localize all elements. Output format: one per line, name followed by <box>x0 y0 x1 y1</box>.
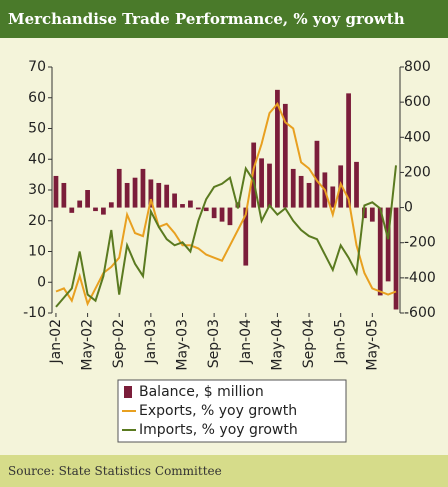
x-tick-label: Sep-04 <box>301 319 317 368</box>
y-tick-label: 50 <box>28 121 46 137</box>
x-tick-label: Jan-05 <box>333 319 349 364</box>
x-tick-label: Jan-02 <box>48 319 64 364</box>
legend-label: Imports, % yoy growth <box>139 422 298 438</box>
bar <box>148 179 154 208</box>
bar <box>85 190 90 208</box>
bar <box>393 207 399 310</box>
y-tick-label: 0 <box>37 274 46 290</box>
y-tick-label: 20 <box>28 213 46 229</box>
bar <box>306 182 312 208</box>
y2-tick-label: 400 <box>404 129 431 145</box>
legend-swatch <box>124 386 132 398</box>
y-tick-label: 60 <box>28 90 46 106</box>
bar <box>354 161 359 208</box>
bar <box>108 202 114 208</box>
legend-box <box>117 379 347 443</box>
chart-title: Merchandise Trade Performance, % yoy gro… <box>0 0 448 38</box>
y2-tick-label: 800 <box>404 59 431 75</box>
bar <box>93 207 98 212</box>
y-tick-label: 70 <box>28 59 46 75</box>
line <box>55 102 397 307</box>
bar <box>259 158 264 208</box>
x-tick-label: May-03 <box>175 319 191 371</box>
bar <box>346 93 351 208</box>
bar <box>267 163 272 208</box>
bar <box>61 182 67 208</box>
y-tick-label: 30 <box>28 182 46 198</box>
x-tick-label: Jan-03 <box>143 319 159 364</box>
bar <box>211 207 217 219</box>
bar <box>180 204 185 208</box>
bar <box>203 207 209 212</box>
chart: -10 0 10 20 30 40 50 60 70 -600 -400 -200 0 200 400 600… <box>23 59 436 443</box>
bar <box>195 207 201 210</box>
bar <box>53 175 59 208</box>
bar <box>140 168 146 208</box>
y-tick-label: 10 <box>28 244 46 260</box>
bar <box>227 207 233 226</box>
x-tick-label: Jan-04 <box>238 319 254 365</box>
source-note: Source: State Statistics Committee <box>0 455 448 487</box>
bar <box>69 207 75 213</box>
legend-label: Balance, $ million <box>139 384 264 400</box>
bar <box>243 207 249 266</box>
bar <box>124 182 130 208</box>
y2-tick-label: 600 <box>404 94 431 110</box>
x-tick-label: Sep-02 <box>111 319 127 368</box>
bar <box>369 207 375 222</box>
x-tick-label: May-02 <box>80 319 96 371</box>
bar <box>164 184 170 208</box>
x-tick-label: Sep-03 <box>206 319 222 368</box>
bar <box>275 89 280 208</box>
bar <box>219 207 225 222</box>
bar <box>188 200 193 208</box>
y-tick-label: 40 <box>28 151 46 167</box>
bar <box>251 142 257 208</box>
y-tick-label: -10 <box>23 305 46 321</box>
line <box>55 165 397 308</box>
bar <box>156 182 162 208</box>
y2-tick-label: -200 <box>404 235 436 251</box>
bar <box>290 168 296 208</box>
bar <box>282 103 288 208</box>
legend-label: Exports, % yoy growth <box>139 403 297 419</box>
bar <box>116 168 122 208</box>
x-tick-label: May-04 <box>269 319 285 371</box>
bar <box>314 140 320 208</box>
y2-tick-label: -600 <box>404 305 436 321</box>
y2-tick-label: 200 <box>404 164 431 180</box>
bar <box>101 207 106 215</box>
bar <box>77 200 83 208</box>
bar <box>377 207 383 296</box>
bar <box>132 177 138 208</box>
bar <box>172 193 177 208</box>
x-tick-label: May-05 <box>364 319 380 371</box>
bar <box>298 175 304 208</box>
bar <box>330 186 336 208</box>
y2-tick-label: 0 <box>404 200 413 216</box>
bar <box>385 207 391 282</box>
y2-tick-label: -400 <box>404 270 436 286</box>
